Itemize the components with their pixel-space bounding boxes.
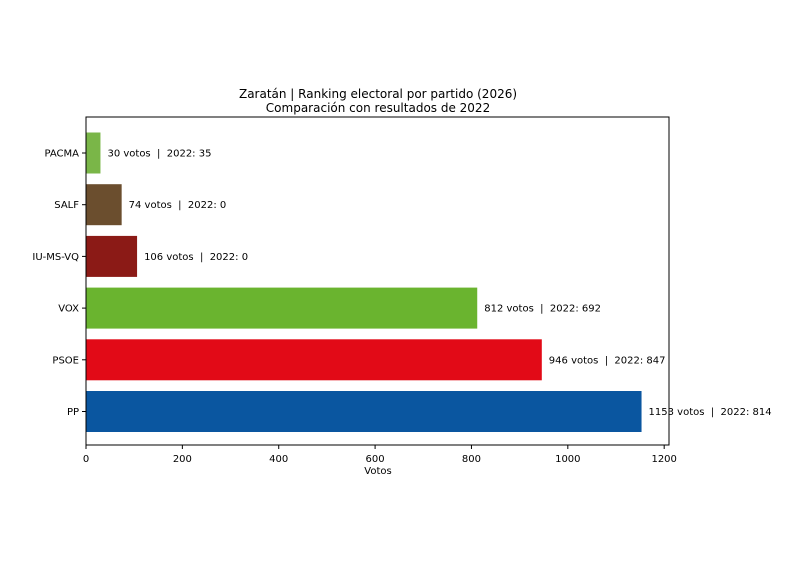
y-tick-label-psoe: PSOE bbox=[52, 355, 79, 366]
y-tick-label-pp: PP bbox=[67, 407, 79, 418]
x-tick-label: 200 bbox=[173, 454, 192, 465]
bar-salf bbox=[86, 184, 122, 226]
x-tick-label: 600 bbox=[366, 454, 385, 465]
x-tick-label: 800 bbox=[462, 454, 481, 465]
data-label-salf: 74 votos | 2022: 0 bbox=[129, 200, 227, 211]
x-tick-label: 1000 bbox=[555, 454, 580, 465]
plot-frame bbox=[85, 116, 670, 446]
x-axis-label: Votos bbox=[364, 466, 391, 477]
y-tick-label-iu-ms-vq: IU-MS-VQ bbox=[32, 252, 79, 263]
bar-pp bbox=[86, 391, 642, 432]
data-label-pacma: 30 votos | 2022: 35 bbox=[107, 149, 211, 160]
x-tick-label: 1200 bbox=[651, 454, 676, 465]
y-tick-label-salf: SALF bbox=[54, 200, 79, 211]
x-axis: 0 200 400 600 800 1000 1200 bbox=[83, 445, 677, 465]
bar-iu-ms-vq bbox=[86, 235, 138, 277]
bar-pacma bbox=[86, 132, 101, 174]
chart-title: Zaratán | Ranking electoral por partido … bbox=[239, 87, 517, 101]
data-label-iu-ms-vq: 106 votos | 2022: 0 bbox=[144, 252, 248, 263]
x-tick-label: 400 bbox=[269, 454, 288, 465]
bar-vox bbox=[86, 287, 478, 329]
data-label-pp: 1153 votos | 2022: 814 bbox=[649, 407, 772, 418]
y-tick-label-vox: VOX bbox=[58, 304, 79, 315]
chart-subtitle: Comparación con resultados de 2022 bbox=[266, 101, 490, 115]
data-label-vox: 812 votos | 2022: 692 bbox=[484, 304, 601, 315]
data-label-psoe: 946 votos | 2022: 847 bbox=[549, 355, 666, 366]
x-tick-label: 0 bbox=[83, 454, 89, 465]
bar-psoe bbox=[86, 339, 542, 381]
bars-group: 30 votos | 2022: 35 74 votos | 2022: 0 106… bbox=[86, 132, 772, 432]
y-tick-labels: PACMA SALF IU-MS-VQ VOX PSOE PP bbox=[32, 149, 86, 418]
y-tick-label-pacma: PACMA bbox=[44, 149, 79, 160]
